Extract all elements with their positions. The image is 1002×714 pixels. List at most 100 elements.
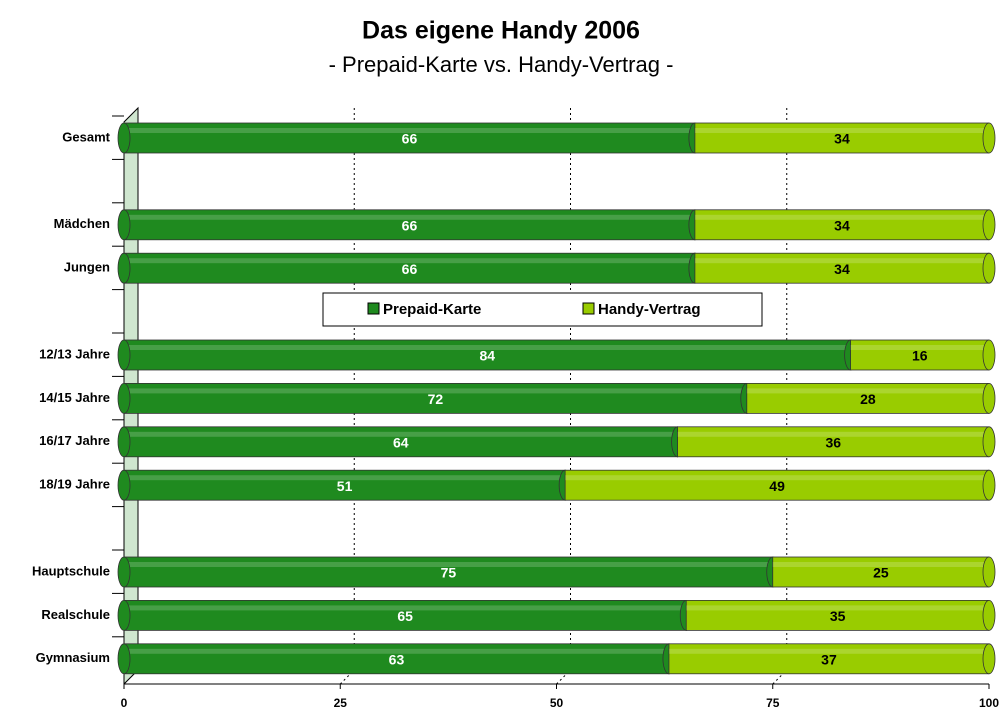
bar-highlight bbox=[677, 431, 989, 437]
bar-start-cap bbox=[117, 209, 131, 241]
legend-label: Handy-Vertrag bbox=[598, 301, 701, 318]
bar-start-cap bbox=[117, 556, 131, 588]
bar bbox=[694, 209, 996, 241]
bar-cap bbox=[982, 600, 996, 631]
bar bbox=[746, 382, 996, 414]
y-tick-label: Hauptschule bbox=[32, 563, 110, 578]
bar bbox=[123, 209, 702, 241]
data-label: 66 bbox=[402, 261, 418, 277]
y-tick-label: 18/19 Jahre bbox=[39, 477, 110, 492]
bar-highlight bbox=[694, 128, 989, 133]
x-tick-label: 50 bbox=[550, 696, 564, 710]
bar-highlight bbox=[686, 605, 989, 611]
bar-body bbox=[668, 643, 990, 675]
bar bbox=[123, 122, 702, 154]
bar-cap bbox=[982, 209, 996, 241]
bar-highlight bbox=[124, 214, 695, 220]
bar-cap bbox=[982, 382, 996, 414]
data-label: 37 bbox=[821, 652, 837, 668]
x-tick-label: 75 bbox=[766, 696, 780, 710]
bar bbox=[772, 556, 996, 588]
bar-start-cap bbox=[117, 426, 131, 458]
y-tick-label: Realschule bbox=[41, 607, 110, 622]
legend-box bbox=[322, 292, 763, 327]
bar bbox=[668, 643, 996, 675]
data-label: 16 bbox=[912, 348, 928, 364]
bar-highlight bbox=[746, 388, 989, 394]
y-tick-label: 12/13 Jahre bbox=[39, 346, 110, 361]
bar-body bbox=[694, 252, 990, 284]
bar bbox=[694, 122, 996, 154]
bar-highlight bbox=[124, 345, 851, 350]
bar-body bbox=[123, 339, 851, 371]
bar-cap bbox=[982, 469, 996, 501]
y-tick-label: 14/15 Jahre bbox=[39, 390, 110, 405]
x-tick-label: 100 bbox=[979, 696, 999, 710]
bar-body bbox=[123, 469, 566, 501]
data-label: 28 bbox=[860, 391, 876, 407]
bar-highlight bbox=[694, 214, 989, 220]
data-label: 64 bbox=[393, 435, 409, 451]
data-label: 35 bbox=[830, 608, 846, 624]
bar-highlight bbox=[772, 562, 989, 567]
bar bbox=[677, 426, 996, 458]
y-tick-label: Gymnasium bbox=[36, 650, 110, 665]
bar bbox=[123, 252, 702, 284]
data-label: 51 bbox=[337, 478, 353, 494]
x-tick-label: 0 bbox=[121, 696, 128, 710]
bar-highlight bbox=[694, 258, 989, 264]
bar-body bbox=[772, 556, 990, 588]
bar-body bbox=[123, 122, 696, 154]
bar-highlight bbox=[124, 562, 773, 567]
bar-body bbox=[850, 339, 990, 371]
x-tick-label: 25 bbox=[334, 696, 348, 710]
data-label: 72 bbox=[428, 391, 444, 407]
bar-cap bbox=[982, 122, 996, 154]
bar-highlight bbox=[124, 475, 566, 481]
legend-label: Prepaid-Karte bbox=[383, 301, 481, 318]
bar bbox=[123, 382, 754, 414]
legend-swatch bbox=[582, 302, 595, 315]
bar-cap bbox=[982, 339, 996, 371]
data-label: 36 bbox=[826, 435, 842, 451]
bar-highlight bbox=[124, 128, 695, 133]
y-tick-label: Mädchen bbox=[54, 216, 110, 231]
bar-highlight bbox=[565, 475, 989, 481]
data-label: 84 bbox=[480, 348, 496, 364]
data-label: 49 bbox=[769, 478, 785, 494]
bar-body bbox=[123, 209, 696, 241]
bar-cap bbox=[982, 252, 996, 284]
bar-highlight bbox=[668, 648, 989, 654]
bar-highlight bbox=[124, 388, 747, 394]
bar-cap bbox=[982, 643, 996, 675]
chart-subtitle: - Prepaid-Karte vs. Handy-Vertrag - bbox=[329, 52, 674, 77]
data-label: 75 bbox=[441, 565, 457, 581]
bar bbox=[685, 600, 996, 631]
bar-highlight bbox=[124, 648, 669, 654]
bar-highlight bbox=[124, 605, 687, 611]
bar-highlight bbox=[124, 431, 678, 437]
y-tick-label: Gesamt bbox=[62, 129, 110, 144]
y-tick-label: Jungen bbox=[64, 260, 110, 275]
bar-body bbox=[694, 209, 990, 241]
bar-start-cap bbox=[117, 643, 131, 675]
bar-start-cap bbox=[117, 382, 131, 414]
bar-body bbox=[123, 252, 696, 284]
bar-body bbox=[123, 426, 678, 458]
bar-cap bbox=[982, 556, 996, 588]
bar-body bbox=[564, 469, 990, 501]
y-tick-label: 16/17 Jahre bbox=[39, 433, 110, 448]
bar-highlight bbox=[124, 258, 695, 264]
bar-body bbox=[746, 382, 990, 414]
bar bbox=[123, 426, 684, 458]
bar-start-cap bbox=[117, 252, 131, 284]
legend-swatch bbox=[367, 302, 380, 315]
chart-title: Das eigene Handy 2006 bbox=[362, 17, 640, 45]
bar-start-cap bbox=[117, 469, 131, 501]
bar-start-cap bbox=[117, 600, 131, 631]
data-label: 66 bbox=[402, 131, 418, 147]
bar-cap bbox=[982, 426, 996, 458]
data-label: 63 bbox=[389, 652, 405, 668]
bar-start-cap bbox=[117, 339, 131, 371]
data-label: 34 bbox=[834, 131, 850, 147]
